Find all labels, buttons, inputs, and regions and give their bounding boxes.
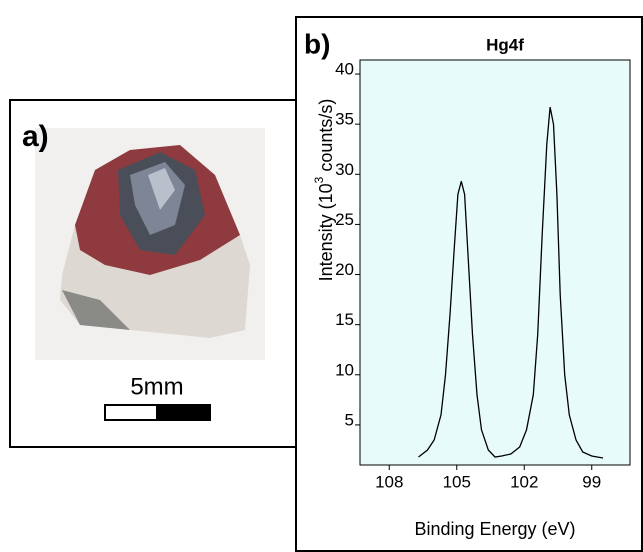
y-axis-label: Intensity (103 counts/s) xyxy=(312,99,336,282)
chart-title: Hg4f xyxy=(486,35,524,54)
y-tick-label: 35 xyxy=(335,110,354,129)
x-axis-label: Binding Energy (eV) xyxy=(414,519,575,539)
y-tick-label: 15 xyxy=(335,310,354,329)
scale-bar xyxy=(156,404,211,421)
y-axis-label-superscript: 3 xyxy=(312,176,326,183)
x-tick-label: 99 xyxy=(582,472,601,491)
y-axis-label-suffix: counts/s) xyxy=(316,99,336,177)
y-tick-label: 5 xyxy=(345,410,354,429)
scale-bar-label: 5mm xyxy=(130,373,183,400)
x-tick-label: 108 xyxy=(375,472,403,491)
x-tick-label: 102 xyxy=(510,472,538,491)
specimen-photo xyxy=(35,128,265,360)
scale-bar xyxy=(104,404,158,421)
plot-area xyxy=(359,59,631,466)
y-tick-label: 30 xyxy=(335,160,354,179)
x-tick-label: 105 xyxy=(443,472,471,491)
panel-label: b) xyxy=(304,28,330,59)
y-axis-label-text: Intensity (10 xyxy=(316,183,336,281)
panel-label: a) xyxy=(22,120,49,153)
y-tick-label: 25 xyxy=(335,210,354,229)
spectrum-line xyxy=(418,106,604,459)
y-tick-label: 40 xyxy=(335,60,354,79)
y-tick-label: 10 xyxy=(335,360,354,379)
y-tick-label: 20 xyxy=(335,260,354,279)
